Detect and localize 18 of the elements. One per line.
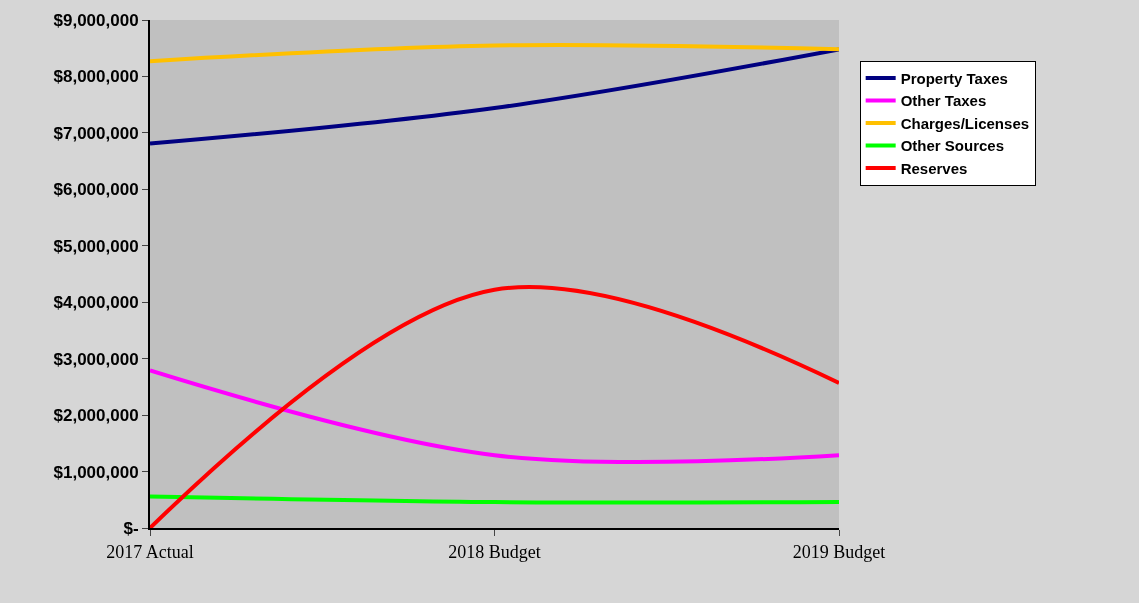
x-tick-label: 2018 Budget [448, 541, 541, 562]
y-tick-label: $5,000,000 [53, 236, 139, 256]
y-tick-label: $9,000,000 [53, 10, 139, 30]
y-tick-label: $1,000,000 [53, 462, 139, 482]
legend-label: Charges/Licenses [900, 114, 1030, 132]
y-tick-label: $2,000,000 [53, 406, 139, 426]
legend-label: Property Taxes [900, 69, 1008, 87]
y-tick-label: $7,000,000 [53, 123, 139, 143]
x-tick-label: 2019 Budget [792, 541, 886, 562]
y-tick-label: $- [123, 518, 139, 538]
y-tick-label: $3,000,000 [53, 349, 139, 369]
y-tick-label: $4,000,000 [53, 293, 139, 313]
legend-label: Reserves [900, 159, 968, 177]
legend-label: Other Sources [900, 137, 1005, 155]
legend-label: Other Taxes [900, 92, 987, 110]
y-tick-label: $6,000,000 [53, 180, 139, 200]
y-tick-label: $8,000,000 [53, 67, 139, 87]
x-tick-label: 2017 Actual [106, 541, 194, 562]
